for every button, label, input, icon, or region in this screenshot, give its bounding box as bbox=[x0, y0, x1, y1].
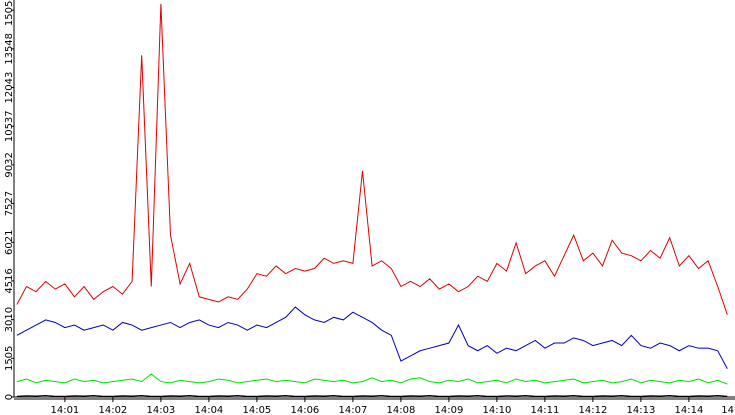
y-tick-label: 3010 bbox=[4, 307, 15, 332]
x-tick-label: 14:04 bbox=[194, 405, 223, 415]
x-tick-label: 14:08 bbox=[386, 405, 415, 415]
y-tick-label: 1505 bbox=[4, 346, 15, 371]
x-tick-label: 14:12 bbox=[578, 405, 607, 415]
x-tick-label: 14:01 bbox=[50, 405, 79, 415]
series-line bbox=[16, 394, 728, 397]
x-tick-label: 14 bbox=[721, 405, 734, 415]
y-tick-label: 12043 bbox=[4, 72, 15, 104]
x-tick-label: 14:13 bbox=[627, 405, 656, 415]
x-tick-label: 14:14 bbox=[675, 405, 704, 415]
x-tick-label: 14:07 bbox=[338, 405, 367, 415]
series-line bbox=[16, 306, 728, 369]
y-tick-label: 9032 bbox=[4, 152, 15, 177]
x-tick-label: 14:09 bbox=[434, 405, 463, 415]
y-tick-label: 6021 bbox=[4, 230, 15, 255]
y-tick-label: 7527 bbox=[4, 191, 15, 216]
x-tick-label: 14:06 bbox=[290, 405, 319, 415]
y-tick-label: 10537 bbox=[4, 110, 15, 142]
x-tick-label: 14:02 bbox=[98, 405, 127, 415]
x-tick-label: 14:05 bbox=[242, 405, 271, 415]
series-line bbox=[16, 373, 728, 385]
y-tick-label: 4516 bbox=[4, 268, 15, 293]
y-tick-label: 0 bbox=[4, 394, 15, 400]
x-tick-label: 14:03 bbox=[146, 405, 175, 415]
x-tick-label: 14:11 bbox=[530, 405, 559, 415]
y-tick-label: 15054 bbox=[4, 0, 15, 26]
series-line bbox=[16, 3, 728, 315]
x-tick-label: 14:10 bbox=[482, 405, 511, 415]
y-tick-label: 13548 bbox=[4, 33, 15, 65]
